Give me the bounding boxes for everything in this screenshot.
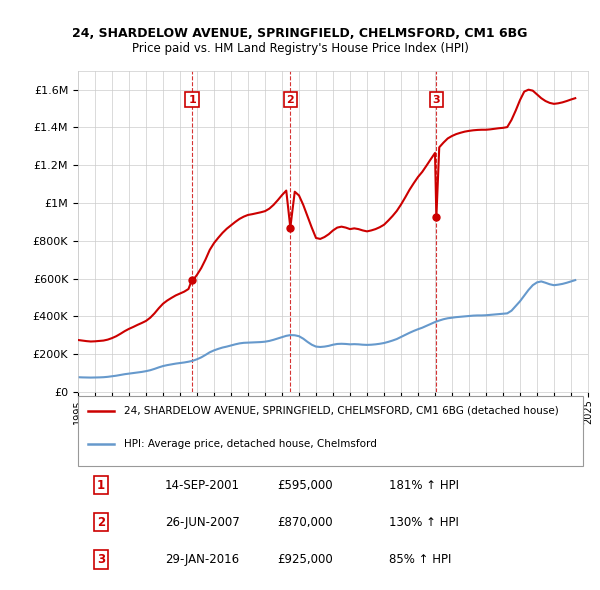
Text: 24, SHARDELOW AVENUE, SPRINGFIELD, CHELMSFORD, CM1 6BG (detached house): 24, SHARDELOW AVENUE, SPRINGFIELD, CHELM… xyxy=(124,405,559,415)
Text: £595,000: £595,000 xyxy=(277,478,332,491)
Text: HPI: Average price, detached house, Chelmsford: HPI: Average price, detached house, Chel… xyxy=(124,439,377,449)
Text: 85% ↑ HPI: 85% ↑ HPI xyxy=(389,553,451,566)
Text: 2: 2 xyxy=(286,95,294,104)
Text: 181% ↑ HPI: 181% ↑ HPI xyxy=(389,478,459,491)
Text: 26-JUN-2007: 26-JUN-2007 xyxy=(164,516,239,529)
Text: 24, SHARDELOW AVENUE, SPRINGFIELD, CHELMSFORD, CM1 6BG: 24, SHARDELOW AVENUE, SPRINGFIELD, CHELM… xyxy=(73,27,527,40)
Text: £870,000: £870,000 xyxy=(277,516,332,529)
Text: 14-SEP-2001: 14-SEP-2001 xyxy=(164,478,240,491)
Text: 2: 2 xyxy=(97,516,105,529)
Text: 3: 3 xyxy=(433,95,440,104)
Text: 1: 1 xyxy=(97,478,105,491)
Text: 3: 3 xyxy=(97,553,105,566)
Text: Price paid vs. HM Land Registry's House Price Index (HPI): Price paid vs. HM Land Registry's House … xyxy=(131,42,469,55)
Text: 130% ↑ HPI: 130% ↑ HPI xyxy=(389,516,459,529)
Text: 29-JAN-2016: 29-JAN-2016 xyxy=(164,553,239,566)
Text: 1: 1 xyxy=(188,95,196,104)
Text: £925,000: £925,000 xyxy=(277,553,332,566)
FancyBboxPatch shape xyxy=(78,396,583,467)
